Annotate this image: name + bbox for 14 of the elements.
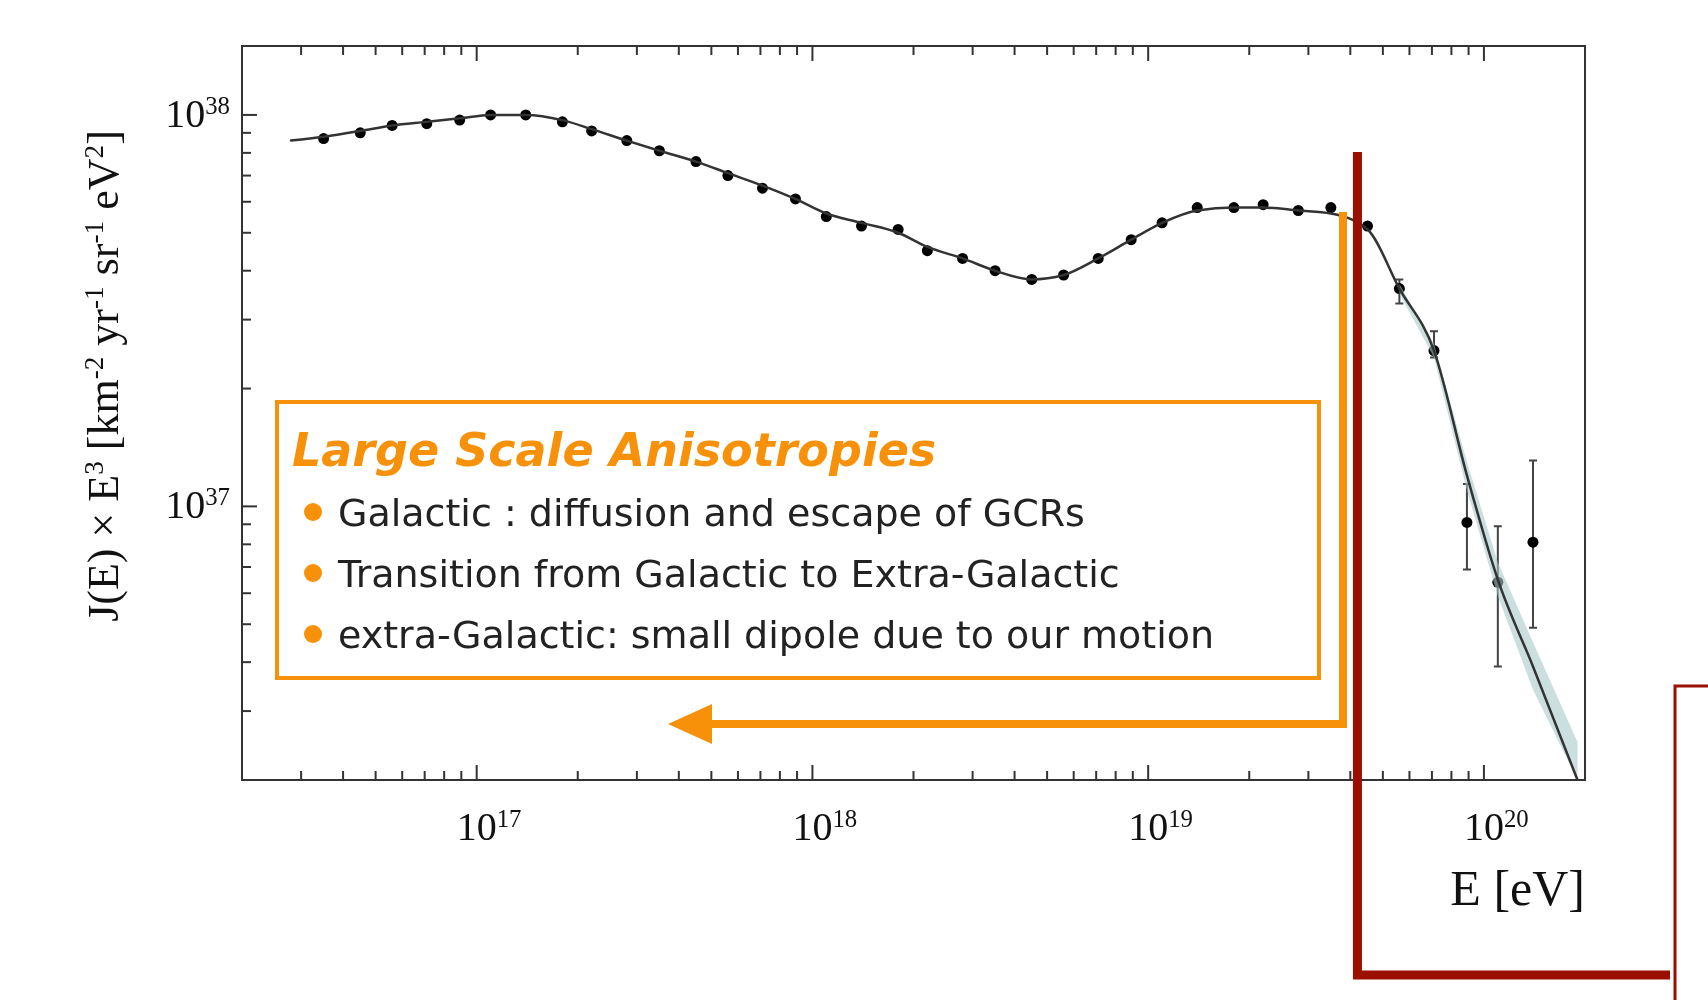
x-axis-title: E [eV] bbox=[1450, 860, 1585, 916]
point bbox=[1527, 536, 1539, 548]
x-tick-label: 10$^{18}$ bbox=[792, 804, 858, 849]
x-tick-label: 10$^{17}$ bbox=[456, 804, 522, 849]
x-tick-label: 10$^{20}$ bbox=[1463, 804, 1529, 849]
x-tick-label: 10$^{19}$ bbox=[1128, 804, 1193, 849]
annotation: Large Scale Anisotropies bbox=[292, 423, 937, 477]
y-tick-label: 10$^{38}$ bbox=[165, 90, 230, 136]
y-tick-label: 10$^{37}$ bbox=[165, 482, 230, 528]
annotation: Transition from Galactic to Extra-Galactic bbox=[337, 552, 1120, 596]
point bbox=[1325, 202, 1337, 214]
annotation: extra-Galactic: small dipole due to our motion bbox=[338, 613, 1215, 657]
annotation: Galactic : diffusion and escape of GCRs bbox=[338, 491, 1085, 535]
point bbox=[1461, 516, 1473, 528]
